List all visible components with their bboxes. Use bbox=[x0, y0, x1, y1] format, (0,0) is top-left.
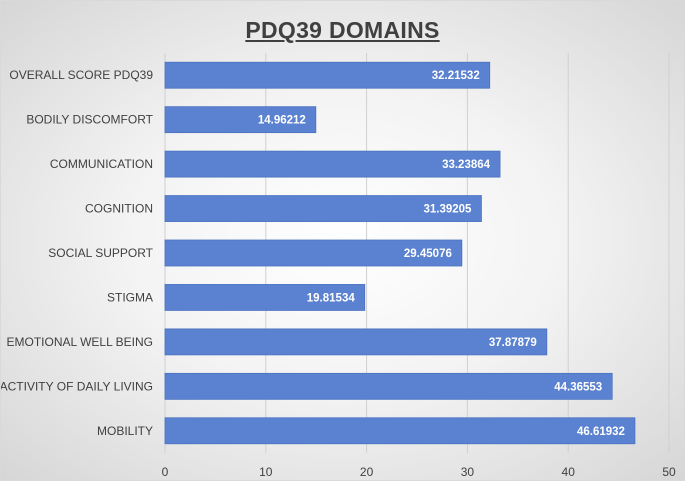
category-label: SOCIAL SUPPORT bbox=[48, 246, 153, 260]
x-tick-label: 40 bbox=[562, 465, 576, 479]
data-label: 14.96212 bbox=[258, 115, 306, 127]
bar bbox=[164, 150, 501, 178]
category-label: STIGMA bbox=[107, 290, 153, 304]
bar bbox=[164, 284, 366, 311]
category-label: ACTIVITY OF DAILY LIVING bbox=[1, 379, 153, 393]
bar bbox=[164, 417, 636, 445]
x-tick-label: 50 bbox=[662, 465, 676, 479]
category-label: MOBILITY bbox=[97, 424, 153, 438]
category-label: OVERALL SCORE PDQ39 bbox=[9, 68, 153, 82]
bar bbox=[164, 328, 548, 356]
data-label: 29.45076 bbox=[404, 248, 452, 260]
bar bbox=[164, 106, 317, 134]
bar bbox=[164, 372, 613, 400]
data-label: 44.36553 bbox=[554, 381, 602, 393]
bar bbox=[164, 239, 463, 267]
data-label: 46.61932 bbox=[577, 426, 625, 438]
data-label: 32.21532 bbox=[432, 70, 480, 82]
category-label: BODILY DISCOMFORT bbox=[26, 113, 153, 127]
category-label: COMMUNICATION bbox=[50, 157, 153, 171]
x-tick-label: 0 bbox=[162, 465, 169, 479]
data-label: 19.81534 bbox=[307, 292, 356, 304]
data-label: 33.23864 bbox=[442, 159, 491, 171]
x-tick-label: 30 bbox=[461, 465, 475, 479]
category-label: COGNITION bbox=[85, 202, 153, 216]
data-label: 31.39205 bbox=[423, 204, 472, 216]
bar bbox=[164, 195, 482, 222]
data-label: 37.87879 bbox=[489, 337, 537, 349]
x-tick-label: 20 bbox=[360, 465, 374, 479]
chart-title: PDQ39 DOMAINS bbox=[245, 17, 440, 43]
bar bbox=[164, 61, 491, 89]
category-label: EMOTIONAL WELL BEING bbox=[7, 335, 153, 349]
x-tick-label: 10 bbox=[259, 465, 273, 479]
